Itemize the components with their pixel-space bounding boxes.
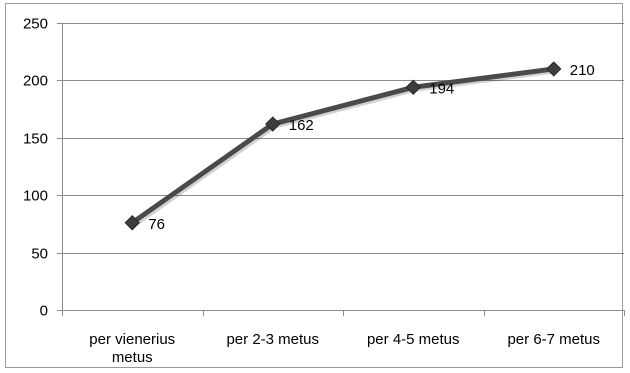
gridlines (62, 23, 624, 254)
data-point-marker (405, 79, 421, 95)
data-labels: 76 162 194 210 (148, 62, 595, 233)
y-tick-label: 100 (23, 188, 48, 205)
y-tick-label: 250 (23, 16, 48, 33)
x-tick-label: per 4-5 metus (367, 331, 460, 348)
x-tick-label: per 2-3 metus (226, 331, 319, 348)
axes (57, 23, 625, 316)
x-axis-tick-labels: per vienerius metus per 2-3 metus per 4-5 m… (89, 331, 600, 366)
x-tick-label: per vienerius metus (89, 331, 175, 366)
y-tick-label: 200 (23, 73, 48, 90)
series-layer (124, 61, 562, 231)
data-point-marker (124, 215, 140, 231)
y-tick-label: 150 (23, 131, 48, 148)
data-label: 162 (289, 117, 314, 134)
data-point-marker (546, 61, 562, 77)
chart-frame (5, 3, 623, 368)
y-tick-label: 0 (40, 303, 48, 320)
series-line (129, 66, 557, 226)
data-label: 210 (570, 62, 595, 79)
data-point-marker (265, 116, 281, 132)
data-label: 76 (148, 216, 165, 233)
data-label: 194 (429, 80, 454, 97)
series-line-shadow (132, 68, 557, 227)
y-tick-label: 50 (31, 246, 48, 263)
x-tick-label: per 6-7 metus (507, 331, 600, 348)
y-axis-tick-labels: 0 50 100 150 200 250 (23, 16, 48, 320)
